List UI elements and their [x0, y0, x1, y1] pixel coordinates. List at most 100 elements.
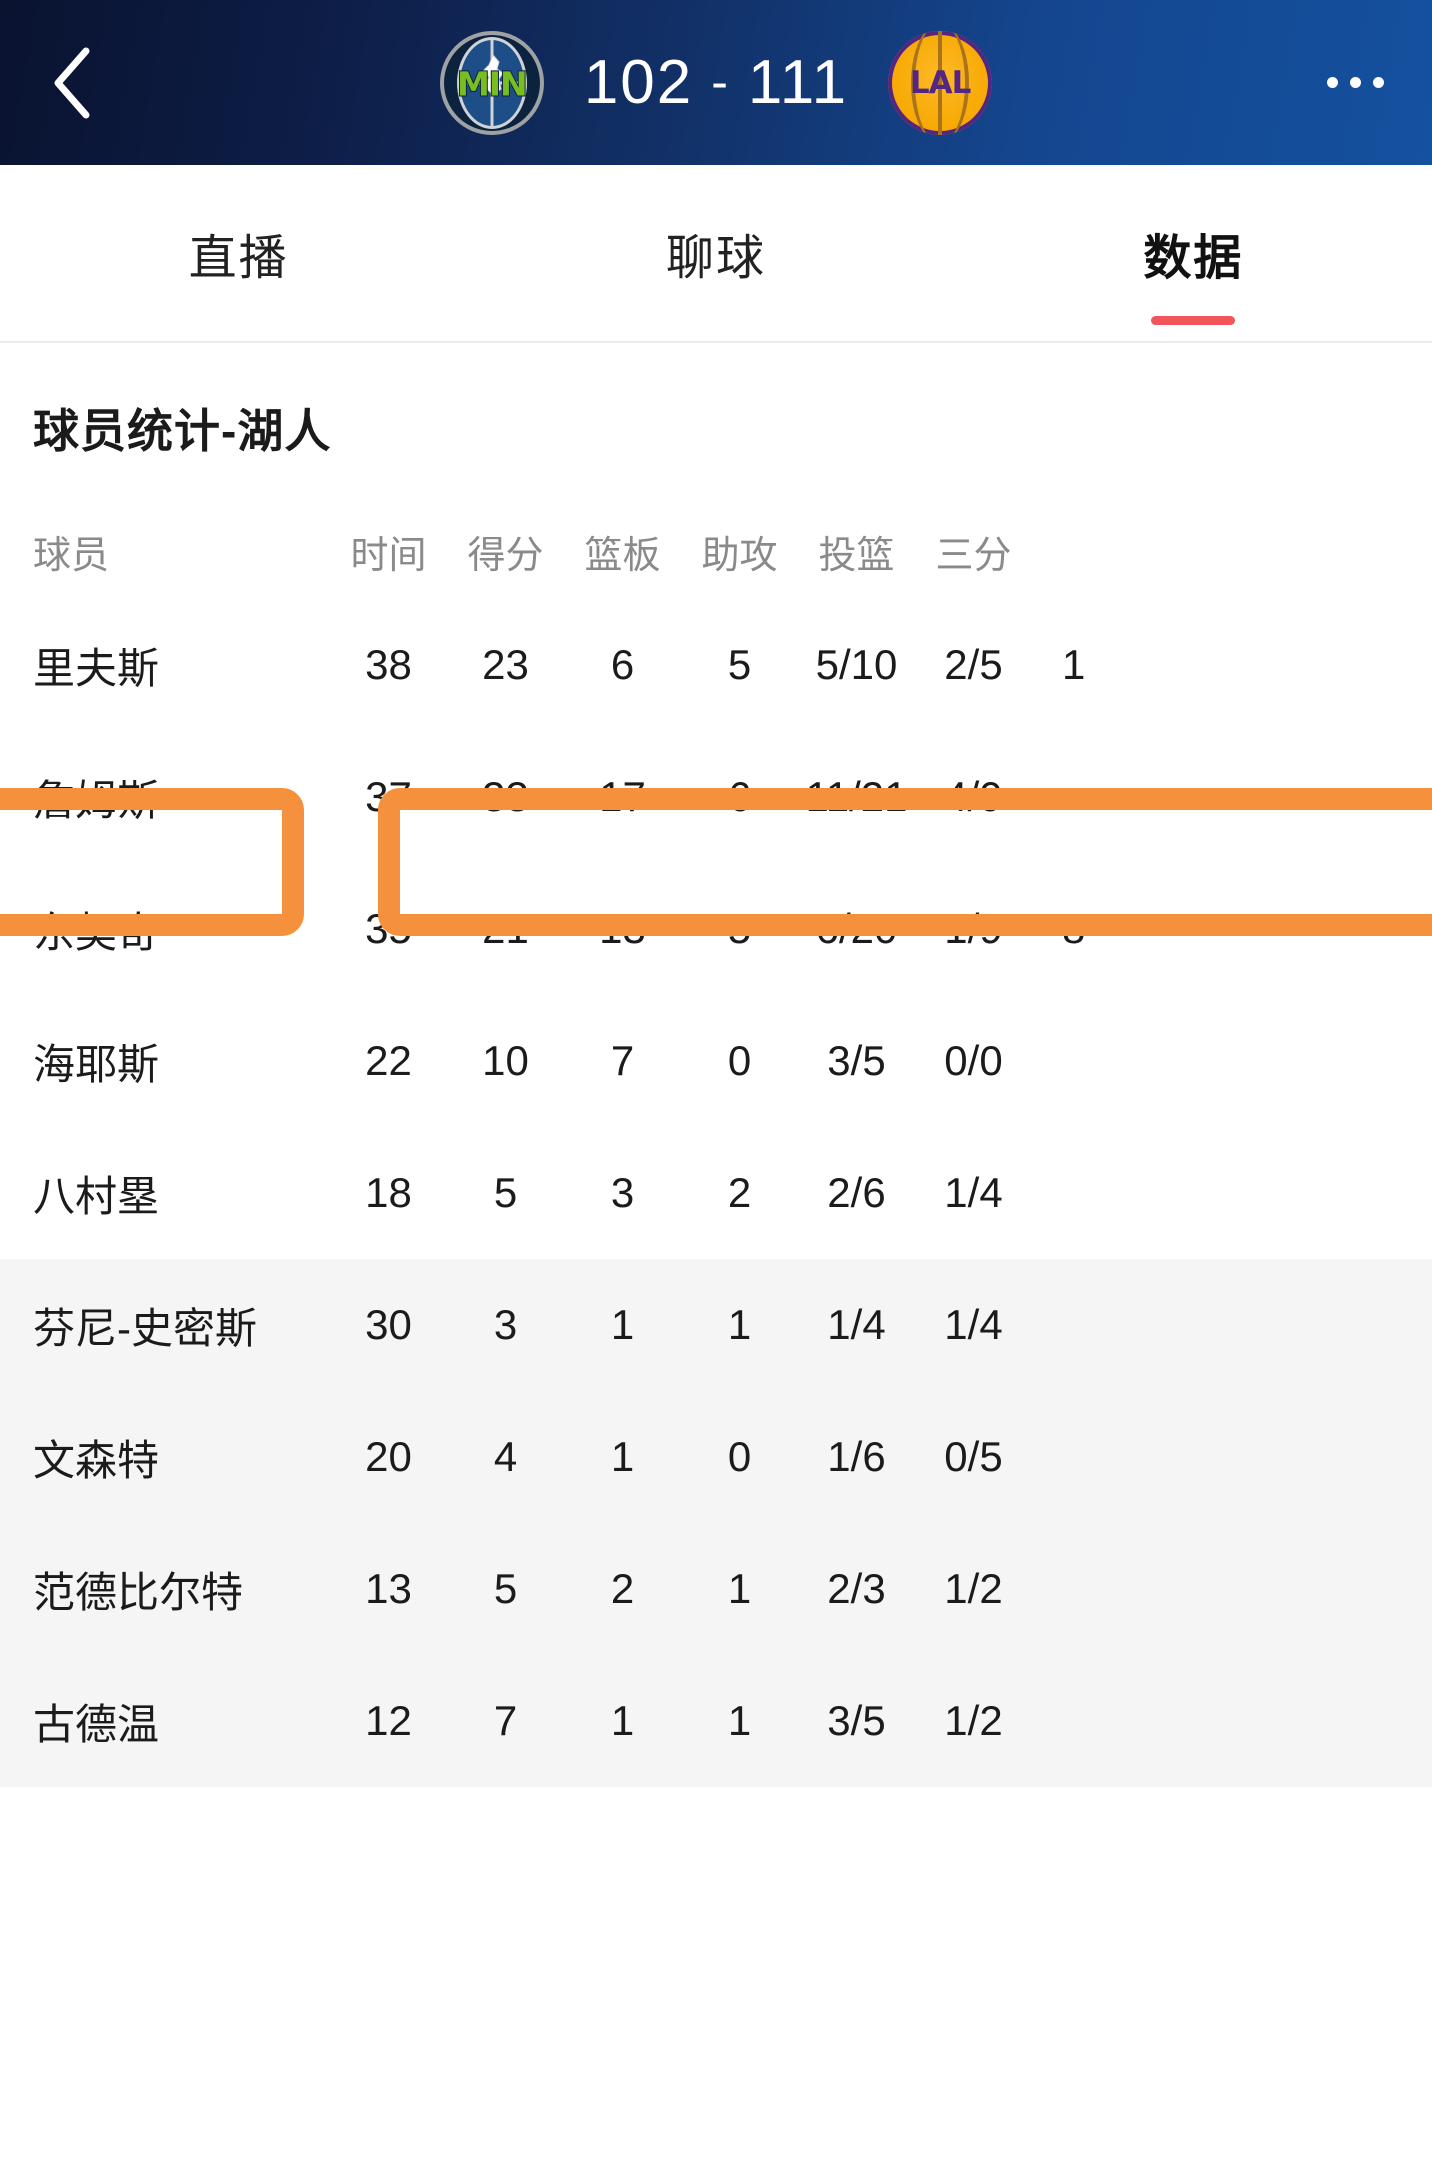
- stat-assists: 2: [727, 1169, 752, 1216]
- stat-threes: 1/2: [944, 1697, 1003, 1744]
- player-name: 八村塁: [33, 1172, 160, 1220]
- stat-fieldgoals: 3/5: [827, 1697, 886, 1744]
- stat-minutes: 30: [365, 1301, 412, 1348]
- stat-assists: 6: [727, 773, 752, 820]
- stat-threes: 0/5: [944, 1433, 1003, 1480]
- player-name: 里夫斯: [33, 644, 160, 692]
- tab-chat[interactable]: 聊球: [477, 165, 954, 341]
- stat-fieldgoals: 2/6: [827, 1169, 886, 1216]
- scoreboard: MIN 102-111 LAL: [0, 30, 1432, 135]
- stat-points: 7: [493, 1697, 518, 1744]
- stat-rebounds: 7: [610, 1037, 635, 1084]
- table-header-row: 球员 时间 得分 篮板 助攻 投篮 三分: [0, 503, 1432, 599]
- stat-points: 3: [493, 1301, 518, 1348]
- stat-threes: 2/5: [944, 641, 1003, 688]
- stat-points: 4: [493, 1433, 518, 1480]
- col-header-points: 得分: [467, 534, 544, 577]
- stat-assists: 5: [727, 905, 752, 952]
- stat-threes: 4/9: [944, 773, 1003, 820]
- stat-minutes: 20: [365, 1433, 412, 1480]
- stat-threes: 1/4: [944, 1169, 1003, 1216]
- stat-minutes: 13: [365, 1565, 412, 1612]
- stat-fieldgoals: 6/20: [815, 905, 898, 952]
- col-header-assists: 助攻: [701, 534, 778, 577]
- stat-fieldgoals: 11/21: [805, 773, 908, 820]
- stat-assists: 1: [727, 1697, 752, 1744]
- game-header: MIN 102-111 LAL: [0, 0, 1432, 165]
- table-row[interactable]: 八村塁 18 5 3 2 2/6 1/4: [0, 1127, 1432, 1259]
- col-header-rebounds: 篮板: [584, 534, 661, 577]
- stat-rebounds: 13: [599, 905, 646, 952]
- stat-points: 5: [493, 1169, 518, 1216]
- col-header-threes: 三分: [935, 534, 1012, 577]
- stat-threes: 1/4: [944, 1301, 1003, 1348]
- tab-bar: 直播 聊球 数据: [0, 165, 1432, 343]
- player-name: 东契奇: [33, 908, 160, 956]
- lal-seam-curve: [911, 30, 970, 135]
- stat-rebounds: 3: [610, 1169, 635, 1216]
- stat-rebounds: 6: [610, 641, 635, 688]
- table-row[interactable]: 芬尼-史密斯 30 3 1 1 1/4 1/4: [0, 1259, 1432, 1391]
- more-options-icon-dot-3: [1373, 77, 1384, 88]
- player-stats-table: 球员 时间 得分 篮板 助攻 投篮 三分 里夫斯 38 23 6 5 5/10 …: [0, 503, 1432, 1787]
- tab-live[interactable]: 直播: [0, 165, 477, 341]
- tab-chat-label: 聊球: [665, 232, 766, 285]
- wolf-icon: [477, 53, 507, 97]
- score-separator: -: [711, 54, 730, 110]
- min-abbr: MIN: [456, 64, 529, 105]
- tab-stats-label: 数据: [1143, 232, 1244, 285]
- stat-threes: 0/0: [944, 1037, 1003, 1084]
- stat-points: 33: [482, 773, 529, 820]
- stat-fieldgoals: 3/5: [827, 1037, 886, 1084]
- timberwolves-logo: MIN: [439, 30, 544, 135]
- player-name: 詹姆斯: [33, 776, 160, 824]
- tab-live-label: 直播: [188, 232, 289, 285]
- stat-points: 10: [482, 1037, 529, 1084]
- more-options-button[interactable]: [1327, 53, 1384, 113]
- stat-fieldgoals: 1/6: [827, 1433, 886, 1480]
- stat-overflow: 1: [1062, 641, 1086, 688]
- table-row[interactable]: 范德比尔特 13 5 2 1 2/3 1/2: [0, 1523, 1432, 1655]
- table-row[interactable]: 文森特 20 4 1 0 1/6 0/5: [0, 1391, 1432, 1523]
- stat-rebounds: 1: [610, 1433, 635, 1480]
- lakers-logo: LAL: [888, 30, 993, 135]
- stat-fieldgoals: 5/10: [815, 641, 898, 688]
- more-options-icon-dot-1: [1327, 77, 1338, 88]
- stat-assists: 1: [727, 1301, 752, 1348]
- stat-points: 23: [482, 641, 529, 688]
- stat-threes: 1/2: [944, 1565, 1003, 1612]
- table-row[interactable]: 海耶斯 22 10 7 0 3/5 0/0: [0, 995, 1432, 1127]
- player-name: 范德比尔特: [33, 1568, 244, 1616]
- player-name: 古德温: [33, 1700, 160, 1748]
- score-line: 102-111: [544, 47, 888, 118]
- stat-points: 5: [493, 1565, 518, 1612]
- stat-minutes: 18: [365, 1169, 412, 1216]
- col-header-minutes: 时间: [350, 534, 427, 577]
- table-row[interactable]: 古德温 12 7 1 1 3/5 1/2: [0, 1655, 1432, 1787]
- tab-stats[interactable]: 数据: [955, 165, 1432, 341]
- stat-threes: 1/9: [944, 905, 1003, 952]
- stat-minutes: 38: [365, 641, 412, 688]
- home-score: 111: [747, 48, 849, 117]
- stat-rebounds: 2: [610, 1565, 635, 1612]
- tab-active-indicator: [1151, 316, 1236, 325]
- stat-minutes: 22: [365, 1037, 412, 1084]
- stat-rebounds: 17: [599, 773, 646, 820]
- player-name: 海耶斯: [33, 1040, 160, 1088]
- stat-minutes: 37: [365, 773, 412, 820]
- page-title: 球员统计-湖人: [33, 405, 332, 457]
- stat-assists: 0: [727, 1037, 752, 1084]
- table-row[interactable]: 里夫斯 38 23 6 5 5/10 2/5 1: [0, 599, 1432, 731]
- table-row[interactable]: 詹姆斯 37 33 17 6 11/21 4/9: [0, 731, 1432, 863]
- stat-assists: 1: [727, 1565, 752, 1612]
- table-row[interactable]: 东契奇 35 21 13 5 6/20 1/9 8: [0, 863, 1432, 995]
- stat-minutes: 35: [365, 905, 412, 952]
- col-header-player: 球员: [33, 534, 110, 577]
- player-name: 文森特: [33, 1436, 160, 1484]
- col-header-fieldgoals: 投篮: [818, 534, 895, 577]
- stat-fieldgoals: 2/3: [827, 1565, 886, 1612]
- chevron-left-icon: [48, 45, 94, 121]
- back-button[interactable]: [36, 38, 106, 128]
- stat-rebounds: 1: [610, 1697, 635, 1744]
- stat-fieldgoals: 1/4: [827, 1301, 886, 1348]
